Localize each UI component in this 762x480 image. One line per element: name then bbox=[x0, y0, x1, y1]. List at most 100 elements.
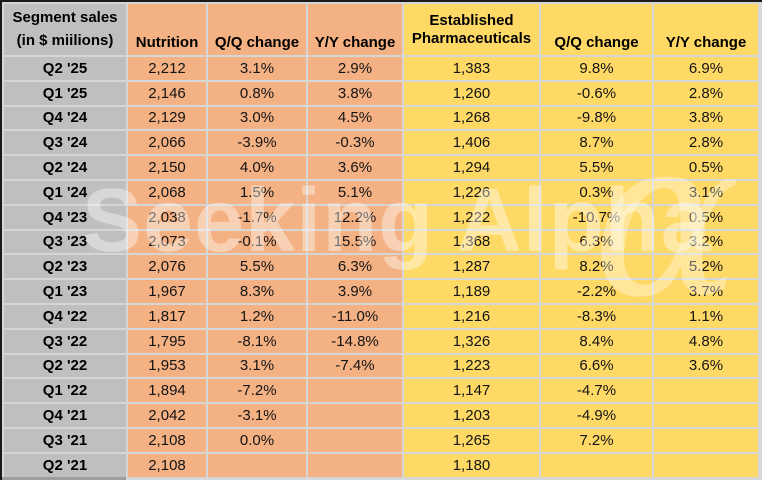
col-header-est-pharma-qq: Q/Q change bbox=[539, 2, 654, 57]
nutrition-value: 2,129 bbox=[126, 104, 208, 132]
nutrition-yy-value bbox=[306, 451, 404, 479]
quarter-label: Q1 '25 bbox=[2, 79, 128, 107]
quarter-label: Q4 '21 bbox=[2, 402, 128, 429]
est-pharma-yy-value: 0.5% bbox=[652, 154, 760, 181]
nutrition-qq-value: 8.3% bbox=[206, 278, 308, 305]
est-pharma-yy-value: 5.2% bbox=[652, 253, 760, 281]
est-pharma-yy-value bbox=[652, 377, 760, 405]
quarter-label: Q4 '24 bbox=[2, 104, 128, 132]
quarter-label: Q3 '24 bbox=[2, 129, 128, 157]
est-pharma-value: 1,260 bbox=[402, 79, 541, 107]
nutrition-qq-value: -7.2% bbox=[206, 377, 308, 405]
quarter-label: Q3 '22 bbox=[2, 327, 128, 355]
nutrition-qq-value: -1.7% bbox=[206, 203, 308, 231]
table-row: Q2 '21 2,108 1,180 bbox=[2, 451, 760, 479]
est-pharma-yy-value: 0.5% bbox=[652, 203, 760, 231]
quarter-label: Q4 '23 bbox=[2, 203, 128, 231]
nutrition-qq-value: 5.5% bbox=[206, 253, 308, 281]
cropped-next-row-strip bbox=[2, 477, 126, 480]
nutrition-yy-value bbox=[306, 377, 404, 405]
est-pharma-qq-value: 8.7% bbox=[539, 129, 654, 157]
nutrition-yy-value: 5.1% bbox=[306, 178, 404, 206]
est-pharma-yy-value: 3.8% bbox=[652, 104, 760, 132]
nutrition-value: 2,150 bbox=[126, 154, 208, 181]
est-pharma-value: 1,180 bbox=[402, 451, 541, 479]
quarter-label: Q2 '24 bbox=[2, 154, 128, 181]
est-pharma-yy-value: 4.8% bbox=[652, 327, 760, 355]
nutrition-yy-value: -11.0% bbox=[306, 302, 404, 330]
nutrition-qq-value: -0.1% bbox=[206, 228, 308, 256]
est-pharma-value: 1,368 bbox=[402, 228, 541, 256]
table-row: Q1 '25 2,146 0.8% 3.8% 1,260 -0.6% 2.8% bbox=[2, 79, 760, 107]
col-header-nutrition-qq: Q/Q change bbox=[206, 2, 308, 57]
est-pharma-value: 1,216 bbox=[402, 302, 541, 330]
table-row: Q2 '25 2,212 3.1% 2.9% 1,383 9.8% 6.9% bbox=[2, 55, 760, 82]
table-row: Q4 '22 1,817 1.2% -11.0% 1,216 -8.3% 1.1… bbox=[2, 302, 760, 330]
nutrition-yy-value: 15.5% bbox=[306, 228, 404, 256]
nutrition-value: 2,068 bbox=[126, 178, 208, 206]
nutrition-yy-value: 12.2% bbox=[306, 203, 404, 231]
nutrition-yy-value: -0.3% bbox=[306, 129, 404, 157]
est-pharma-qq-value: -0.6% bbox=[539, 79, 654, 107]
est-pharma-value: 1,222 bbox=[402, 203, 541, 231]
est-pharma-value: 1,223 bbox=[402, 352, 541, 380]
nutrition-qq-value: -8.1% bbox=[206, 327, 308, 355]
nutrition-value: 2,066 bbox=[126, 129, 208, 157]
nutrition-yy-value: 3.8% bbox=[306, 79, 404, 107]
header-row: Segment sales (in $ miilions) Nutrition … bbox=[2, 2, 760, 57]
est-pharma-qq-value: -10.7% bbox=[539, 203, 654, 231]
nutrition-yy-value: 2.9% bbox=[306, 55, 404, 82]
table-row: Q3 '24 2,066 -3.9% -0.3% 1,406 8.7% 2.8% bbox=[2, 129, 760, 157]
est-pharma-yy-value bbox=[652, 426, 760, 454]
table-row: Q3 '23 2,073 -0.1% 15.5% 1,368 6.3% 3.2% bbox=[2, 228, 760, 256]
est-pharma-value: 1,189 bbox=[402, 278, 541, 305]
est-pharma-yy-value: 6.9% bbox=[652, 55, 760, 82]
quarter-label: Q2 '25 bbox=[2, 55, 128, 82]
nutrition-qq-value bbox=[206, 451, 308, 479]
table-row: Q2 '24 2,150 4.0% 3.6% 1,294 5.5% 0.5% bbox=[2, 154, 760, 181]
nutrition-qq-value: 0.8% bbox=[206, 79, 308, 107]
quarter-label: Q1 '22 bbox=[2, 377, 128, 405]
est-pharma-qq-value: 0.3% bbox=[539, 178, 654, 206]
nutrition-value: 1,894 bbox=[126, 377, 208, 405]
nutrition-qq-value: -3.1% bbox=[206, 402, 308, 429]
segment-sales-units: (in $ miilions) bbox=[16, 31, 114, 49]
nutrition-qq-value: 1.5% bbox=[206, 178, 308, 206]
nutrition-qq-value: 3.1% bbox=[206, 352, 308, 380]
nutrition-value: 2,073 bbox=[126, 228, 208, 256]
est-pharma-yy-value bbox=[652, 451, 760, 479]
nutrition-value: 2,146 bbox=[126, 79, 208, 107]
nutrition-yy-value: 3.9% bbox=[306, 278, 404, 305]
est-pharma-qq-value bbox=[539, 451, 654, 479]
table-row: Q1 '24 2,068 1.5% 5.1% 1,226 0.3% 3.1% bbox=[2, 178, 760, 206]
nutrition-yy-value: 6.3% bbox=[306, 253, 404, 281]
est-pharma-value: 1,294 bbox=[402, 154, 541, 181]
est-pharma-qq-value: -2.2% bbox=[539, 278, 654, 305]
nutrition-value: 1,953 bbox=[126, 352, 208, 380]
nutrition-value: 2,042 bbox=[126, 402, 208, 429]
nutrition-yy-value: 3.6% bbox=[306, 154, 404, 181]
est-pharma-yy-value bbox=[652, 402, 760, 429]
segment-sales-title: Segment sales bbox=[12, 9, 118, 26]
nutrition-value: 2,212 bbox=[126, 55, 208, 82]
est-pharma-yy-value: 3.6% bbox=[652, 352, 760, 380]
table-body: Q2 '25 2,212 3.1% 2.9% 1,383 9.8% 6.9% Q… bbox=[2, 55, 760, 479]
nutrition-value: 1,795 bbox=[126, 327, 208, 355]
table-row: Q4 '21 2,042 -3.1% 1,203 -4.9% bbox=[2, 402, 760, 429]
est-pharma-value: 1,203 bbox=[402, 402, 541, 429]
table-row: Q3 '21 2,108 0.0% 1,265 7.2% bbox=[2, 426, 760, 454]
nutrition-value: 1,967 bbox=[126, 278, 208, 305]
quarter-label: Q3 '23 bbox=[2, 228, 128, 256]
est-pharma-yy-value: 3.1% bbox=[652, 178, 760, 206]
quarter-label: Q3 '21 bbox=[2, 426, 128, 454]
col-header-est-pharma: Established Pharmaceuticals bbox=[402, 2, 541, 57]
est-pharma-qq-value: 9.8% bbox=[539, 55, 654, 82]
est-pharma-value: 1,147 bbox=[402, 377, 541, 405]
est-pharma-qq-value: 7.2% bbox=[539, 426, 654, 454]
segment-sales-header: Segment sales (in $ miilions) bbox=[2, 2, 128, 57]
nutrition-value: 2,038 bbox=[126, 203, 208, 231]
nutrition-value: 1,817 bbox=[126, 302, 208, 330]
table-row: Q3 '22 1,795 -8.1% -14.8% 1,326 8.4% 4.8… bbox=[2, 327, 760, 355]
